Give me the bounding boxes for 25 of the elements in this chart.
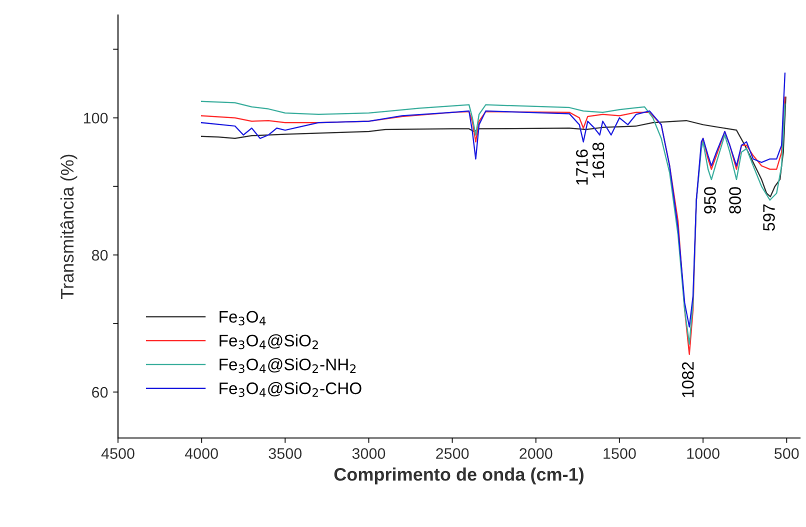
line-series	[200, 72, 786, 328]
x-tick-label: 4000	[184, 448, 218, 459]
x-tick-label: 4500	[101, 448, 134, 459]
x-tick-label: 500	[774, 448, 799, 459]
y-tick-label: 60	[92, 386, 108, 398]
annotation: 800	[729, 187, 741, 214]
annotation: 1716	[576, 150, 588, 185]
legend-label: Fe$_{3}$O$_{4}$@SiO$_{2}$-CHO	[220, 382, 362, 397]
annotation: 950	[704, 187, 716, 214]
x-tick-label: 3500	[268, 448, 302, 459]
y-axis-title: Transmitância (%)	[60, 154, 78, 299]
legend-label: Fe$_{3}$O$_{4}$	[220, 310, 266, 326]
y-tick-label: 100	[84, 112, 108, 124]
annotation: 597	[763, 204, 775, 231]
x-tick-label: 2000	[520, 448, 552, 459]
legend-label: Fe$_{3}$O$_{4}$@SiO$_{2}$-NH$_{2}$	[220, 358, 356, 374]
x-tick-label: 2500	[436, 448, 469, 459]
x-tick-label: 1500	[604, 448, 636, 459]
annotation: 1618	[592, 142, 604, 178]
x-tick-label: 1000	[687, 448, 720, 459]
y-tick-label: 80	[92, 250, 108, 261]
x-tick-label: 3000	[352, 448, 386, 459]
annotation: 1082	[682, 362, 694, 398]
legend-label: Fe$_{3}$O$_{4}$@SiO$_{2}$	[220, 334, 318, 350]
x-axis-title: Comprimento de onda (cm-1)	[334, 468, 584, 484]
